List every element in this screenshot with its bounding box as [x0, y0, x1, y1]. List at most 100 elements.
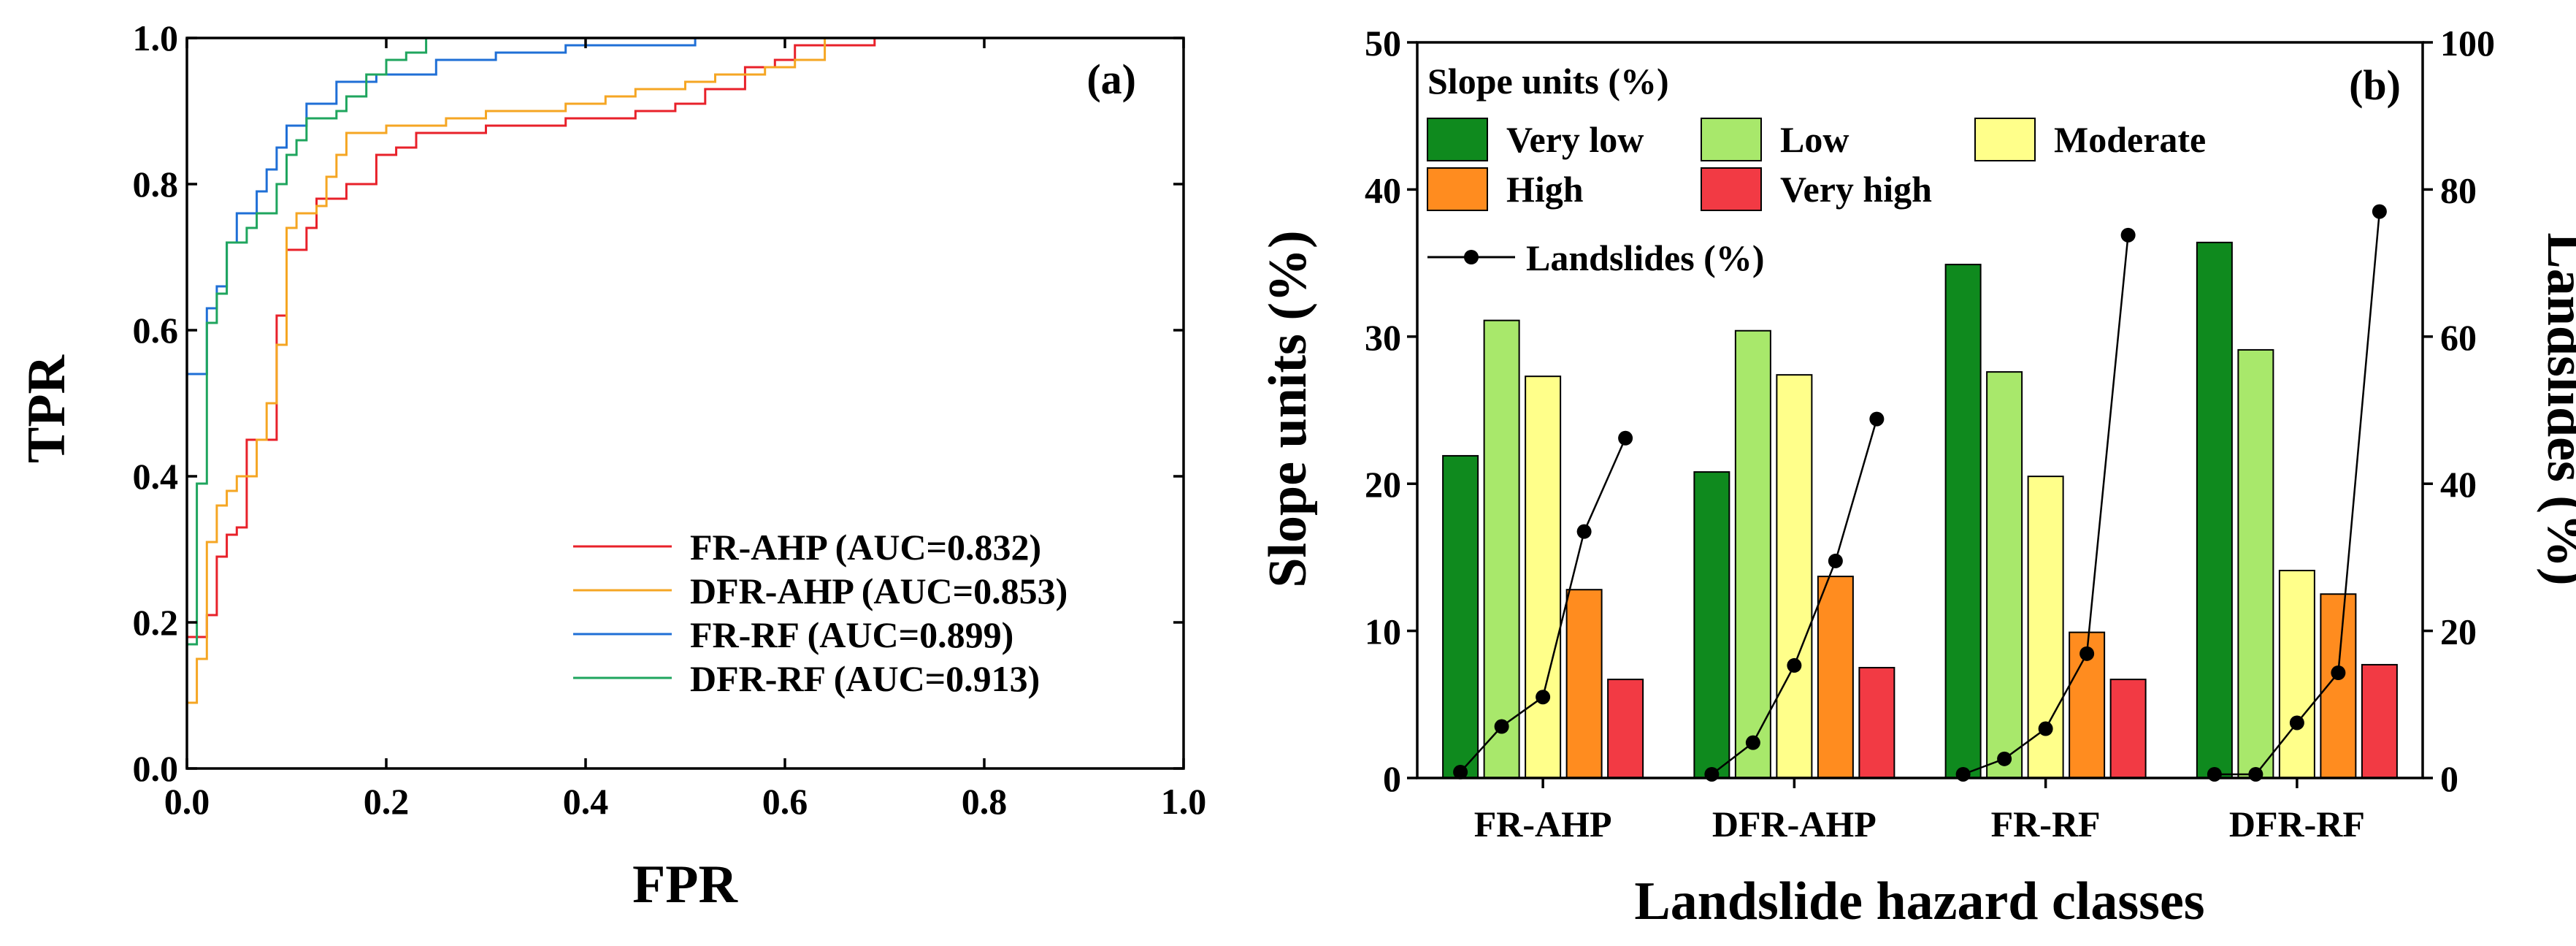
bar-y-axis-label: Slope units (%): [1258, 230, 1318, 587]
panel-b-label: (b): [2349, 61, 2401, 109]
x-tick-label: 0.8: [962, 781, 1008, 822]
roc-axis-ticks: 0.0 0.2 0.4 0.6 0.8 1.0 0.0 0.2 0.4 0.6 0.8 1.0: [133, 18, 1207, 822]
legend-title: Slope units (%): [1427, 61, 1669, 102]
landslides-point: [1704, 766, 1720, 782]
bar-DFR-AHP-Moderate: [1776, 374, 1813, 779]
bar-FR-AHP-Moderate: [1525, 375, 1562, 779]
y2-tick-label: 60: [2440, 317, 2477, 358]
y2-tick-label: 40: [2440, 464, 2477, 505]
landslides-point: [1536, 690, 1551, 705]
legend-label-2: FR-RF (AUC=0.899): [690, 614, 1013, 655]
legend-swatch-0: [1427, 118, 1488, 161]
y-tick-label: 30: [1365, 317, 1401, 358]
bar-FR-RF-Very low: [1944, 264, 1982, 779]
bar-FR-AHP-Very high: [1607, 679, 1644, 779]
bar-FR-AHP-Low: [1483, 319, 1520, 779]
legend-label-0: Very low: [1506, 119, 1644, 160]
legend-label-3: High: [1506, 169, 1584, 210]
y-tick-label: 0.0: [133, 748, 179, 789]
roc-curves: [185, 37, 1184, 768]
landslides-point: [2120, 227, 2136, 243]
y-tick-label: 0.2: [133, 602, 179, 643]
x-tick-label: 0.6: [762, 781, 808, 822]
legend-swatch-2: [1974, 118, 2036, 161]
bar-DFR-AHP-Very high: [1858, 666, 1895, 779]
roc-panel: 0.0 0.2 0.4 0.6 0.8 1.0 0.0 0.2 0.4 0.6 0.8 1.0 FPR…: [17, 18, 1206, 915]
y-tick-label: 10: [1365, 611, 1401, 652]
roc-curve-0: [185, 37, 1184, 768]
bar-FR-AHP-Very low: [1442, 454, 1479, 779]
landslides-point: [1494, 719, 1509, 734]
x-tick-label: 0.4: [563, 781, 609, 822]
bar-FR-AHP-High: [1565, 589, 1603, 779]
landslides-line-series: [1453, 204, 2387, 782]
bar-FR-RF-Very high: [2109, 679, 2147, 779]
bar-DFR-RF-Moderate: [2278, 570, 2315, 779]
roc-x-axis-label: FPR: [632, 855, 738, 915]
legend-swatch-4: [1701, 167, 1762, 211]
y-tick-label: 0.4: [133, 456, 179, 497]
landslides-point: [1997, 751, 2012, 766]
y-tick-label: 1.0: [133, 18, 179, 58]
y-tick-label: 0: [1383, 758, 1401, 799]
category-label: DFR-RF: [2229, 804, 2365, 844]
bar-y2-axis-label: Landslides (%): [2536, 232, 2576, 585]
roc-curve-2: [185, 37, 1184, 768]
y-tick-label: 40: [1365, 169, 1401, 210]
legend-label-2: Moderate: [2054, 119, 2206, 160]
roc-y-axis-label: TPR: [17, 354, 77, 463]
bar-DFR-RF-Very high: [2361, 663, 2398, 779]
bar-x-axis-label: Landslide hazard classes: [1634, 871, 2204, 931]
bar-FR-RF-Low: [1986, 371, 2023, 779]
y2-tick-label: 100: [2440, 23, 2495, 64]
bar-series: [1442, 241, 2398, 779]
landslides-point: [1787, 657, 1802, 673]
y-tick-label: 0.8: [133, 164, 179, 205]
roc-curve-3: [185, 37, 1184, 768]
landslides-point: [2289, 715, 2304, 731]
legend-label-1: Low: [1780, 119, 1849, 160]
landslides-point: [2207, 766, 2222, 782]
landslides-point: [1828, 553, 1843, 568]
y-tick-label: 0.6: [133, 310, 179, 351]
landslides-point: [1745, 735, 1760, 750]
bar-DFR-AHP-Very low: [1693, 471, 1730, 779]
y2-tick-label: 0: [2440, 758, 2458, 799]
bar-panel: FR-AHP DFR-AHP FR-RF DFR-RF 0 10 20 30 40 50 0 20 40…: [1258, 23, 2576, 931]
roc-curve-1: [185, 37, 1184, 768]
landslides-point: [1453, 764, 1468, 779]
category-label: DFR-AHP: [1712, 804, 1877, 844]
landslides-point: [2038, 721, 2053, 736]
legend-label-3: DFR-RF (AUC=0.913): [690, 658, 1040, 699]
landslides-point: [2331, 665, 2346, 680]
landslides-point: [1955, 766, 1971, 782]
legend-label-0: FR-AHP (AUC=0.832): [690, 527, 1041, 568]
landslides-point: [2079, 646, 2095, 661]
bar-DFR-RF-Very low: [2196, 241, 2233, 779]
bar-DFR-RF-Low: [2237, 348, 2274, 779]
landslides-point: [1576, 524, 1592, 539]
bar-DFR-RF-High: [2320, 593, 2357, 779]
landslides-point: [1869, 411, 1885, 427]
legend-label-1: DFR-AHP (AUC=0.853): [690, 571, 1067, 611]
legend-label-4: Very high: [1780, 169, 1932, 210]
x-tick-label: 0.2: [364, 781, 410, 822]
y-tick-label: 50: [1365, 23, 1401, 64]
panel-a-label: (a): [1086, 56, 1136, 103]
y2-tick-label: 80: [2440, 169, 2477, 210]
bar-DFR-AHP-Low: [1734, 329, 1771, 779]
roc-legend: FR-AHP (AUC=0.832)DFR-AHP (AUC=0.853)FR-…: [573, 527, 1067, 699]
legend-swatch-1: [1701, 118, 1762, 161]
bar-plot-frame: [1416, 41, 2424, 779]
legend-line-label: Landslides (%): [1526, 237, 1764, 278]
bar-DFR-AHP-High: [1817, 576, 1854, 779]
landslides-point: [2248, 766, 2263, 782]
landslides-point: [1618, 430, 1633, 446]
category-label: FR-RF: [1991, 804, 2101, 844]
landslides-point: [2372, 204, 2387, 219]
x-tick-label: 0.0: [164, 781, 210, 822]
roc-plot-frame: [185, 37, 1185, 770]
y-tick-label: 20: [1365, 464, 1401, 505]
legend-swatch-3: [1427, 167, 1488, 211]
